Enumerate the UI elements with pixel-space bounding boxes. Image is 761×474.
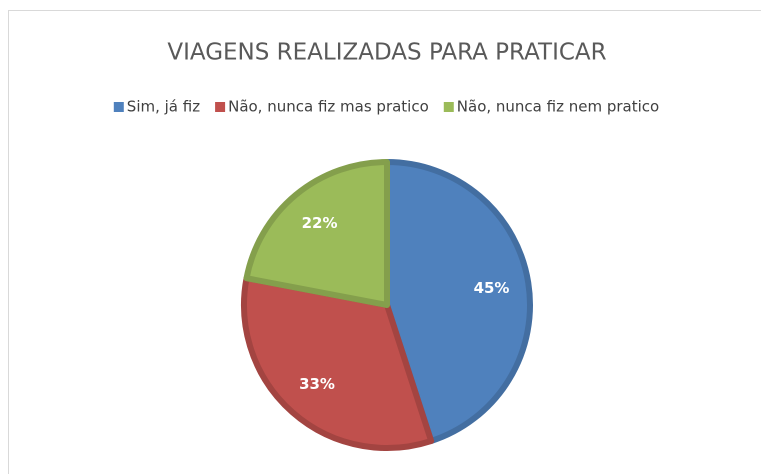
legend-label: Não, nunca fiz mas pratico — [228, 98, 429, 116]
data-label: 22% — [302, 214, 338, 232]
data-label: 45% — [474, 279, 510, 297]
legend: Sim, já fiz Não, nunca fiz mas pratico Não… — [113, 98, 659, 116]
legend-swatch — [113, 102, 124, 112]
legend-label: Sim, já fiz — [127, 98, 200, 116]
legend-swatch — [215, 102, 226, 112]
legend-swatch — [443, 102, 454, 112]
pie-slice — [384, 159, 533, 445]
pie-slice — [243, 159, 390, 308]
legend-label: Não, nunca fiz nem pratico — [457, 98, 659, 116]
pie-slice — [241, 275, 435, 451]
chart-title: VIAGENS REALIZADAS PARA PRATICAR — [167, 40, 606, 66]
data-label: 33% — [299, 375, 335, 393]
